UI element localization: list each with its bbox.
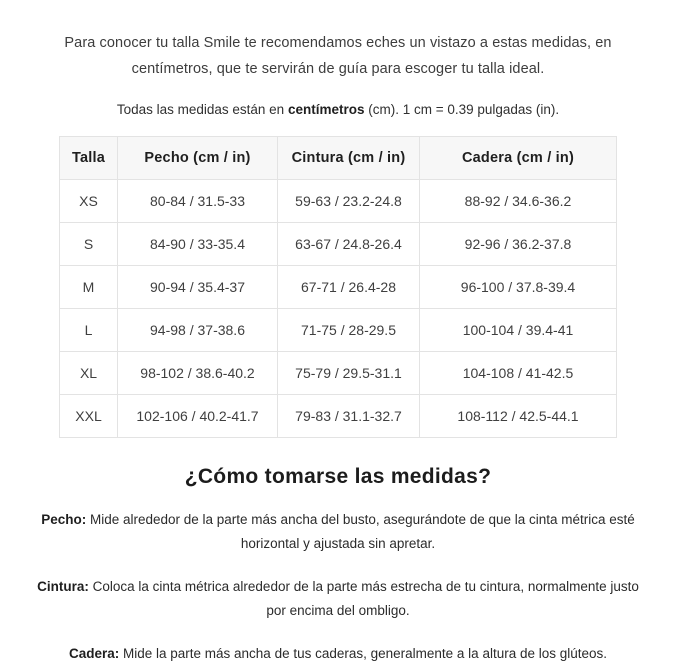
units-note-bold: centímetros [287,102,365,117]
measure-label-pecho: Pecho: [41,512,87,527]
units-note: Todas las medidas están en centímetros (… [0,101,676,119]
cell-cintura: 59-63 / 23.2-24.8 [277,179,420,223]
column-header-cintura: Cintura (cm / in) [277,136,420,180]
units-note-suffix: (cm). 1 cm = 0.39 pulgadas (in). [364,102,560,117]
units-note-prefix: Todas las medidas están en [116,102,288,117]
table-row-l: L 94-98 / 37-38.6 71-75 / 28-29.5 100-10… [59,308,617,352]
table-header-row: Talla Pecho (cm / in) Cintura (cm / in) … [59,136,617,180]
cell-cintura: 71-75 / 28-29.5 [277,308,420,352]
cell-cintura: 75-79 / 29.5-31.1 [277,351,420,395]
measure-instruction-pecho: Pecho: Mide alrededor de la parte más an… [27,508,649,556]
cell-pecho: 98-102 / 38.6-40.2 [117,351,278,395]
cell-size: XXL [59,394,118,438]
column-header-cadera: Cadera (cm / in) [419,136,617,180]
table-row-xl: XL 98-102 / 38.6-40.2 75-79 / 29.5-31.1 … [59,351,617,395]
measure-text-cintura: Coloca la cinta métrica alrededor de la … [88,579,639,618]
measure-label-cadera: Cadera: [68,646,120,661]
measure-text-pecho: Mide alrededor de la parte más ancha del… [86,512,635,551]
cell-pecho: 80-84 / 31.5-33 [117,179,278,223]
cell-size: S [59,222,118,266]
cell-cadera: 100-104 / 39.4-41 [419,308,617,352]
cell-cadera: 92-96 / 36.2-37.8 [419,222,617,266]
cell-cadera: 96-100 / 37.8-39.4 [419,265,617,309]
measure-text-cadera: Mide la parte más ancha de tus caderas, … [119,646,608,661]
cell-pecho: 94-98 / 37-38.6 [117,308,278,352]
table-row-s: S 84-90 / 33-35.4 63-67 / 24.8-26.4 92-9… [59,222,617,266]
measure-instruction-cintura: Cintura: Coloca la cinta métrica alreded… [27,575,649,623]
cell-pecho: 90-94 / 35.4-37 [117,265,278,309]
table-row-xs: XS 80-84 / 31.5-33 59-63 / 23.2-24.8 88-… [59,179,617,223]
column-header-talla: Talla [59,136,118,180]
cell-cintura: 67-71 / 26.4-28 [277,265,420,309]
cell-size: M [59,265,118,309]
cell-pecho: 102-106 / 40.2-41.7 [117,394,278,438]
size-chart-table: Talla Pecho (cm / in) Cintura (cm / in) … [59,136,617,438]
cell-pecho: 84-90 / 33-35.4 [117,222,278,266]
intro-paragraph: Para conocer tu talla Smile te recomenda… [64,35,612,77]
how-to-measure-heading: ¿Cómo tomarse las medidas? [184,465,492,488]
cell-size: XL [59,351,118,395]
cell-cadera: 88-92 / 34.6-36.2 [419,179,617,223]
cell-size: L [59,308,118,352]
cell-size: XS [59,179,118,223]
cell-cintura: 63-67 / 24.8-26.4 [277,222,420,266]
cell-cadera: 104-108 / 41-42.5 [419,351,617,395]
column-header-pecho: Pecho (cm / in) [117,136,278,180]
measure-instruction-cadera: Cadera: Mide la parte más ancha de tus c… [27,642,649,666]
measure-label-cintura: Cintura: [37,579,89,594]
table-row-m: M 90-94 / 35.4-37 67-71 / 26.4-28 96-100… [59,265,617,309]
table-row-xxl: XXL 102-106 / 40.2-41.7 79-83 / 31.1-32.… [59,394,617,438]
cell-cintura: 79-83 / 31.1-32.7 [277,394,420,438]
cell-cadera: 108-112 / 42.5-44.1 [419,394,617,438]
